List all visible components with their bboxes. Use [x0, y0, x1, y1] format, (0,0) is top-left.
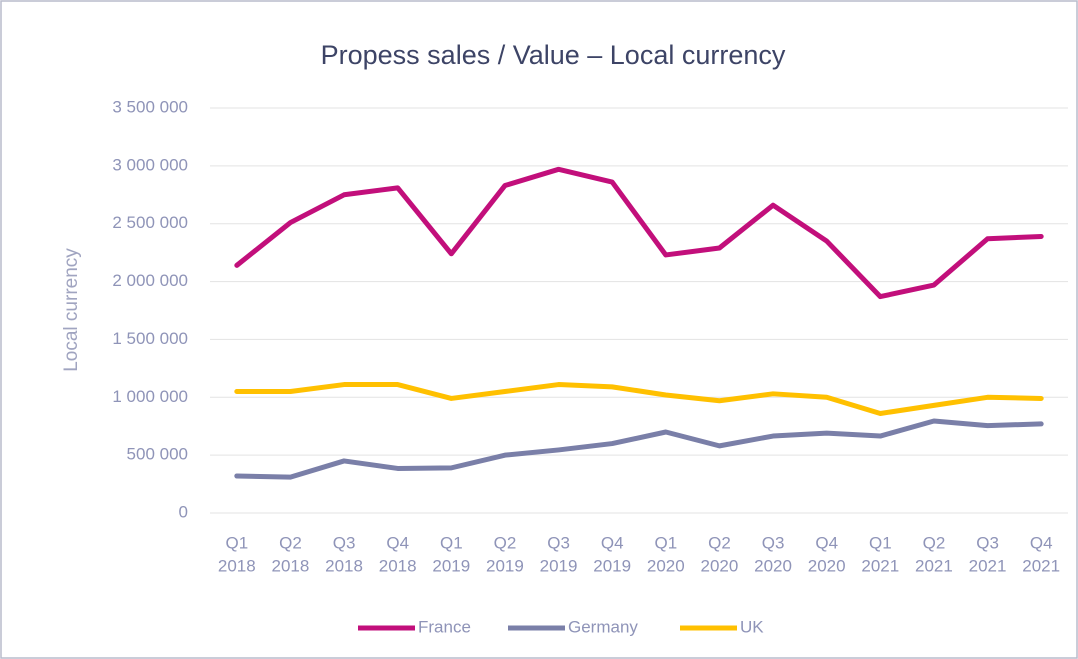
- y-tick-label: 500 000: [127, 445, 188, 464]
- x-tick-label: Q2: [708, 533, 731, 552]
- x-tick-label: Q3: [547, 533, 570, 552]
- x-tick-label: 2019: [486, 556, 524, 575]
- legend-label: UK: [740, 617, 764, 636]
- y-tick-label: 3 500 000: [112, 97, 188, 116]
- x-tick-label: Q3: [333, 533, 356, 552]
- legend-label: Germany: [568, 617, 638, 636]
- x-tick-label: Q1: [225, 533, 248, 552]
- legend-label: France: [418, 617, 471, 636]
- x-tick-label: 2018: [272, 556, 310, 575]
- x-tick-label: 2018: [325, 556, 363, 575]
- x-tick-label: Q4: [386, 533, 409, 552]
- x-tick-label: Q3: [976, 533, 999, 552]
- x-tick-label: 2018: [218, 556, 256, 575]
- x-tick-label: 2019: [432, 556, 470, 575]
- x-tick-label: 2021: [969, 556, 1007, 575]
- x-tick-label: 2021: [915, 556, 953, 575]
- x-tick-label: 2020: [701, 556, 739, 575]
- x-tick-label: 2021: [1022, 556, 1060, 575]
- y-tick-label: 1 500 000: [112, 329, 188, 348]
- series-line: [234, 166, 1044, 300]
- x-tick-label: Q1: [440, 533, 463, 552]
- x-tick-label: 2020: [754, 556, 792, 575]
- x-tick-label: Q1: [654, 533, 677, 552]
- y-tick-label: 3 000 000: [112, 155, 188, 174]
- x-tick-label: 2019: [540, 556, 578, 575]
- x-tick-label: Q4: [601, 533, 624, 552]
- x-tick-label: Q1: [869, 533, 892, 552]
- x-tick-label: Q4: [815, 533, 838, 552]
- y-tick-label: 1 000 000: [112, 387, 188, 406]
- x-tick-label: Q2: [923, 533, 946, 552]
- y-tick-label: 2 000 000: [112, 271, 188, 290]
- x-tick-label: Q4: [1030, 533, 1053, 552]
- x-tick-label: Q2: [494, 533, 517, 552]
- x-tick-label: Q2: [279, 533, 302, 552]
- series-line: [234, 382, 1044, 416]
- series-line: [234, 418, 1044, 480]
- chart-title: Propess sales / Value – Local currency: [321, 40, 786, 70]
- x-tick-label: Q3: [762, 533, 785, 552]
- x-tick-label: 2020: [647, 556, 685, 575]
- x-tick-label: 2021: [861, 556, 899, 575]
- x-tick-label: 2020: [808, 556, 846, 575]
- x-tick-label: 2018: [379, 556, 417, 575]
- y-tick-label: 2 500 000: [112, 213, 188, 232]
- y-tick-label: 0: [179, 502, 188, 521]
- x-tick-label: 2019: [593, 556, 631, 575]
- y-axis-label: Local currency: [61, 248, 82, 372]
